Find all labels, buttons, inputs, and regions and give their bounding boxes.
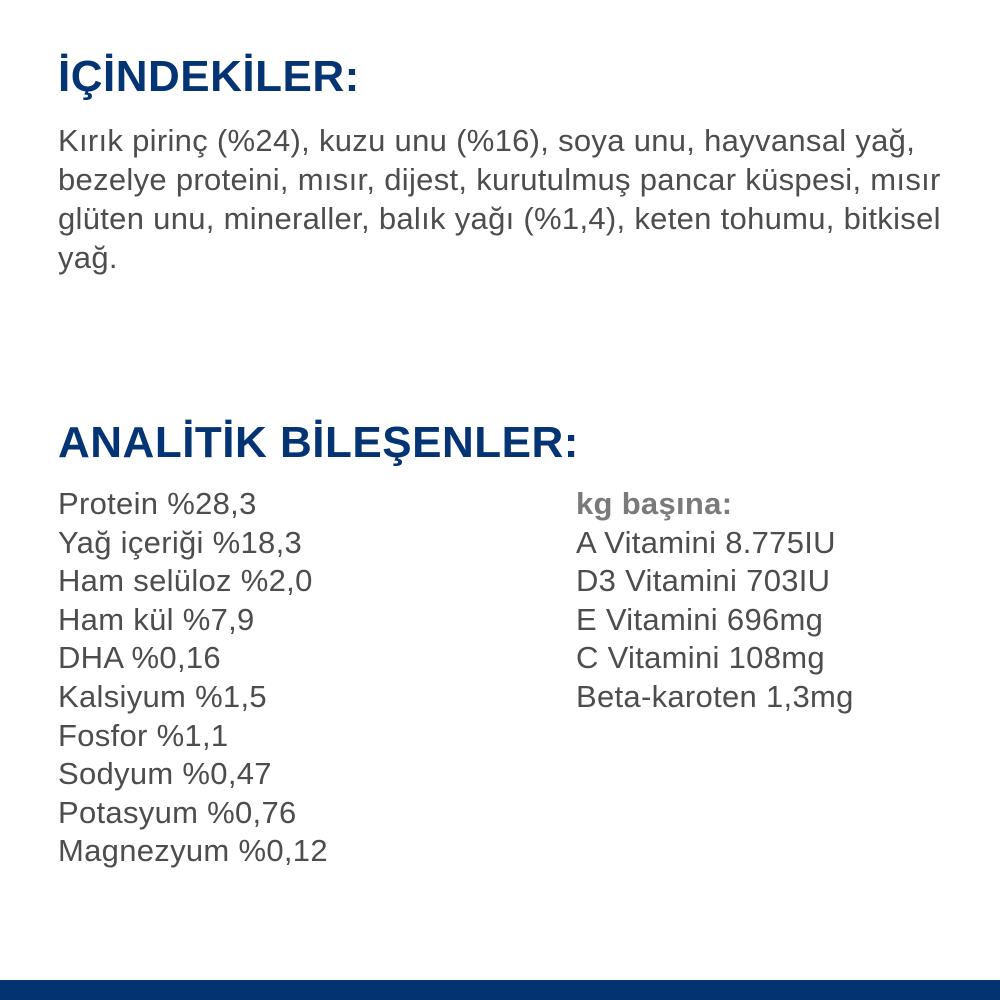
footer-bar (0, 980, 1000, 1000)
analytics-title: ANALİTİK BİLEŞENLER: (58, 418, 579, 467)
analytics-item: Yağ içeriği %18,3 (58, 524, 303, 560)
ingredients-title: İÇİNDEKİLER: (58, 52, 360, 101)
analytics-item: DHA %0,16 (58, 640, 221, 676)
per-kg-item: E Vitamini 696mg (576, 601, 824, 637)
analytics-item: Protein %28,3 (58, 486, 257, 521)
per-kg-item: C Vitamini 108mg (576, 640, 825, 676)
ingredients-text: Kırık pirinç (%24), kuzu unu (%16), soya… (58, 123, 941, 275)
per-kg-item: D3 Vitamini 703IU (576, 563, 831, 599)
per-kg-label: kg başına: (576, 486, 733, 521)
analytics-item: Ham selüloz %2,0 (58, 563, 313, 599)
analytics-item: Kalsiyum %1,5 (58, 678, 267, 714)
analytics-item: Fosfor %1,1 (58, 717, 229, 753)
analytics-item: Ham kül %7,9 (58, 601, 255, 637)
per-kg-item: Beta-karoten 1,3mg (576, 678, 854, 714)
analytics-item: Magnezyum %0,12 (58, 833, 328, 869)
analytics-item: Sodyum %0,47 (58, 756, 272, 792)
per-kg-list: kg başına: A Vitamini 8.775IU D3 Vitamin… (576, 485, 854, 717)
analytics-item: Potasyum %0,76 (58, 794, 297, 830)
per-kg-item: A Vitamini 8.775IU (576, 524, 836, 560)
analytics-list: Protein %28,3 Yağ içeriği %18,3 Ham selü… (58, 485, 328, 871)
